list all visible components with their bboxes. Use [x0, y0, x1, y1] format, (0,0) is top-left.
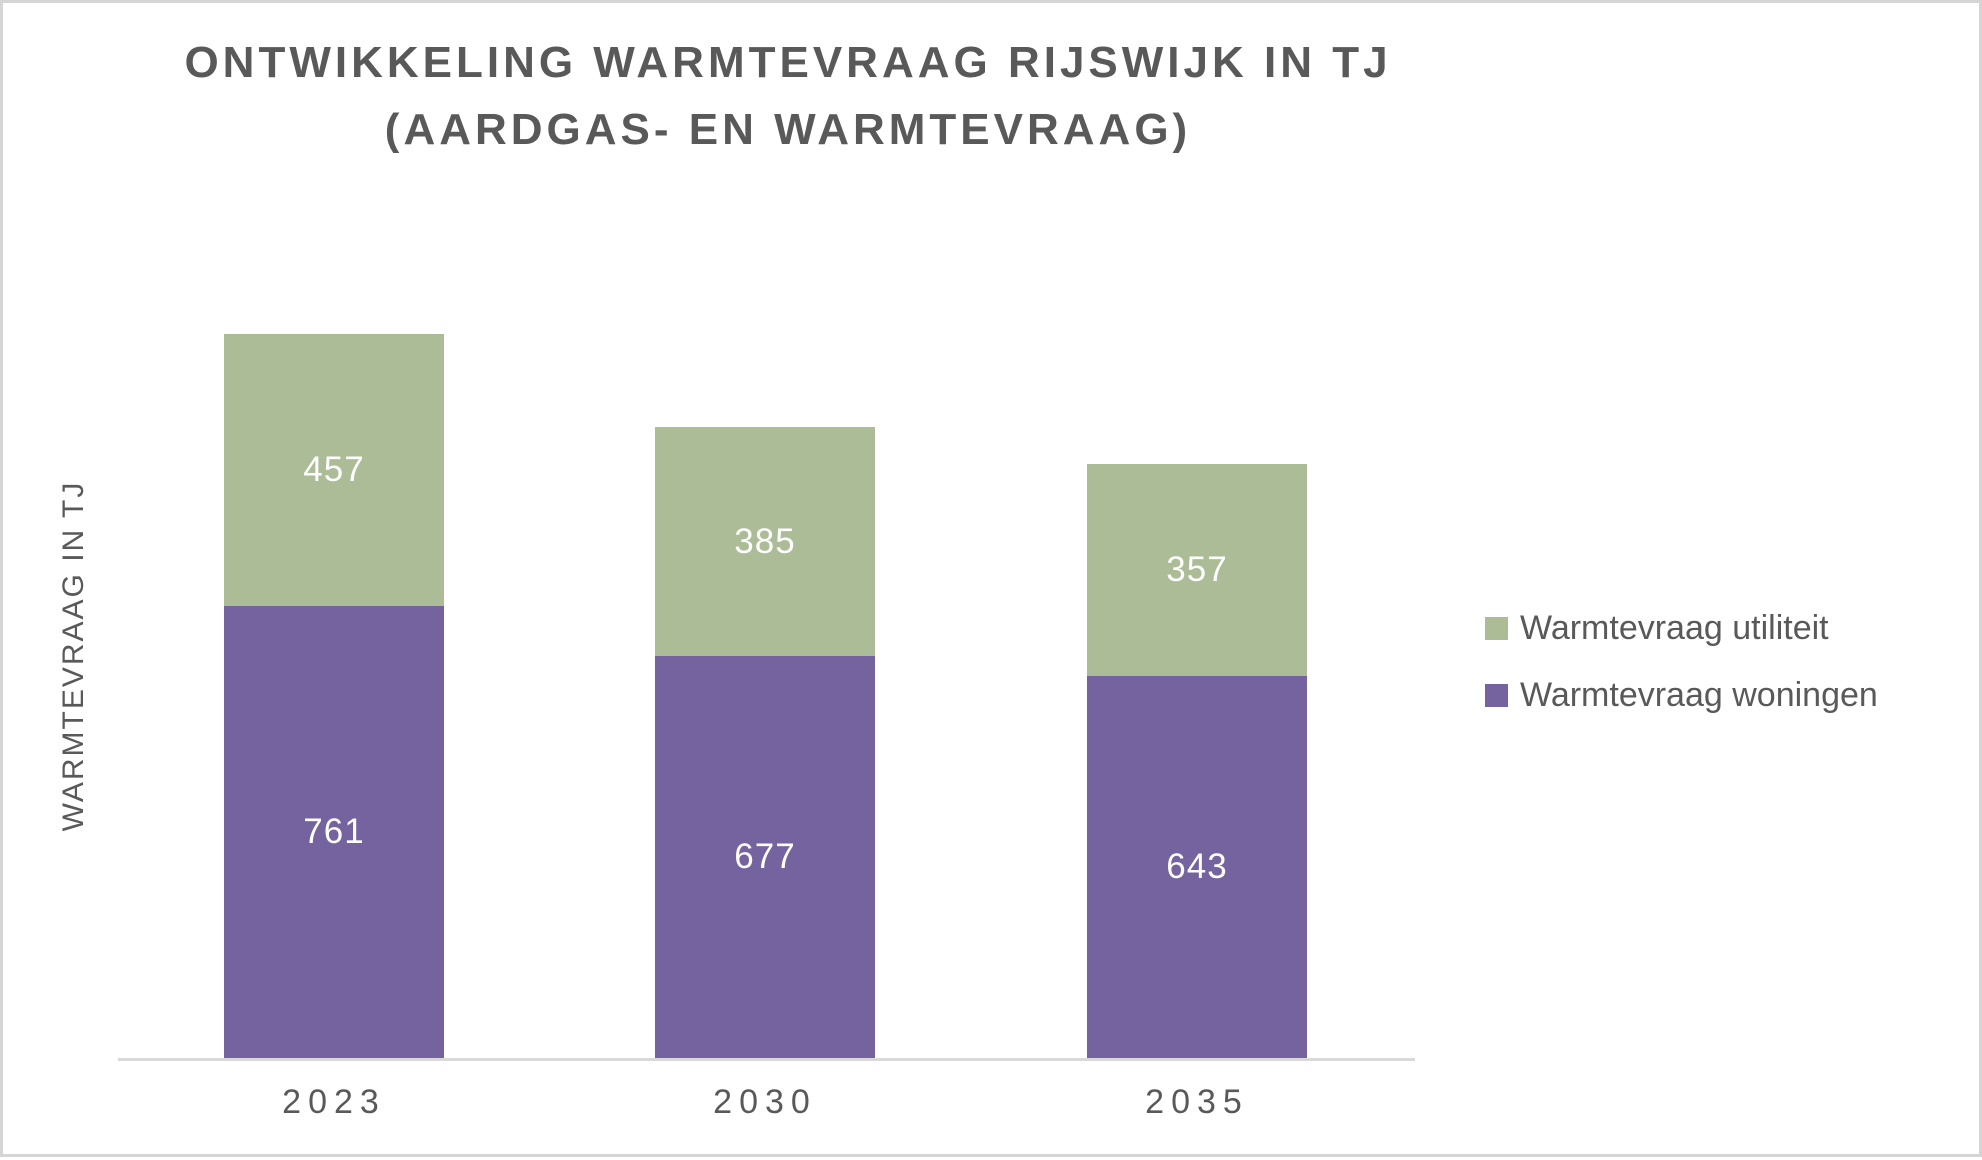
legend-swatch-woningen — [1485, 684, 1508, 707]
data-label-woningen-2030: 677 — [734, 837, 796, 876]
bar-segment-woningen-2035: 643 — [1087, 676, 1307, 1058]
bar-2035: 357 643 — [1087, 464, 1307, 1058]
x-tick-2023: 2023 — [282, 1083, 386, 1121]
data-label-utiliteit-2035: 357 — [1166, 550, 1228, 589]
x-tick-2030: 2030 — [713, 1083, 817, 1121]
data-label-utiliteit-2030: 385 — [734, 521, 796, 561]
legend-swatch-utiliteit — [1485, 617, 1508, 640]
bar-2030: 385 677 — [655, 427, 875, 1058]
chart-title: ONTWIKKELING WARMTEVRAAG RIJSWIJK IN TJ … — [3, 29, 1573, 163]
bar-segment-woningen-2030: 677 — [655, 656, 875, 1058]
bar-segment-utiliteit-2035: 357 — [1087, 464, 1307, 676]
data-label-utiliteit-2023: 457 — [303, 450, 365, 489]
legend-item-woningen: Warmtevraag woningen — [1485, 676, 1878, 715]
data-label-woningen-2035: 643 — [1166, 847, 1228, 886]
legend-label-utiliteit: Warmtevraag utiliteit — [1520, 609, 1829, 647]
chart-title-line1: ONTWIKKELING WARMTEVRAAG RIJSWIJK IN TJ — [184, 38, 1392, 87]
legend: Warmtevraag utiliteit Warmtevraag woning… — [1485, 609, 1878, 715]
plot-area: 457 761 385 677 357 643 2023 2030 2035 — [3, 3, 1463, 1160]
bar-segment-woningen-2023: 761 — [224, 606, 444, 1058]
bar-segment-utiliteit-2030: 385 — [655, 427, 875, 656]
bar-segment-utiliteit-2023: 457 — [224, 334, 444, 606]
x-tick-2035: 2035 — [1145, 1083, 1249, 1121]
bar-2023: 457 761 — [224, 334, 444, 1058]
data-label-woningen-2023: 761 — [303, 812, 365, 851]
x-axis-line — [118, 1058, 1415, 1061]
legend-label-woningen: Warmtevraag woningen — [1520, 676, 1878, 714]
legend-item-utiliteit: Warmtevraag utiliteit — [1485, 609, 1878, 648]
chart-title-line2: (AARDGAS- EN WARMTEVRAAG) — [384, 105, 1192, 154]
